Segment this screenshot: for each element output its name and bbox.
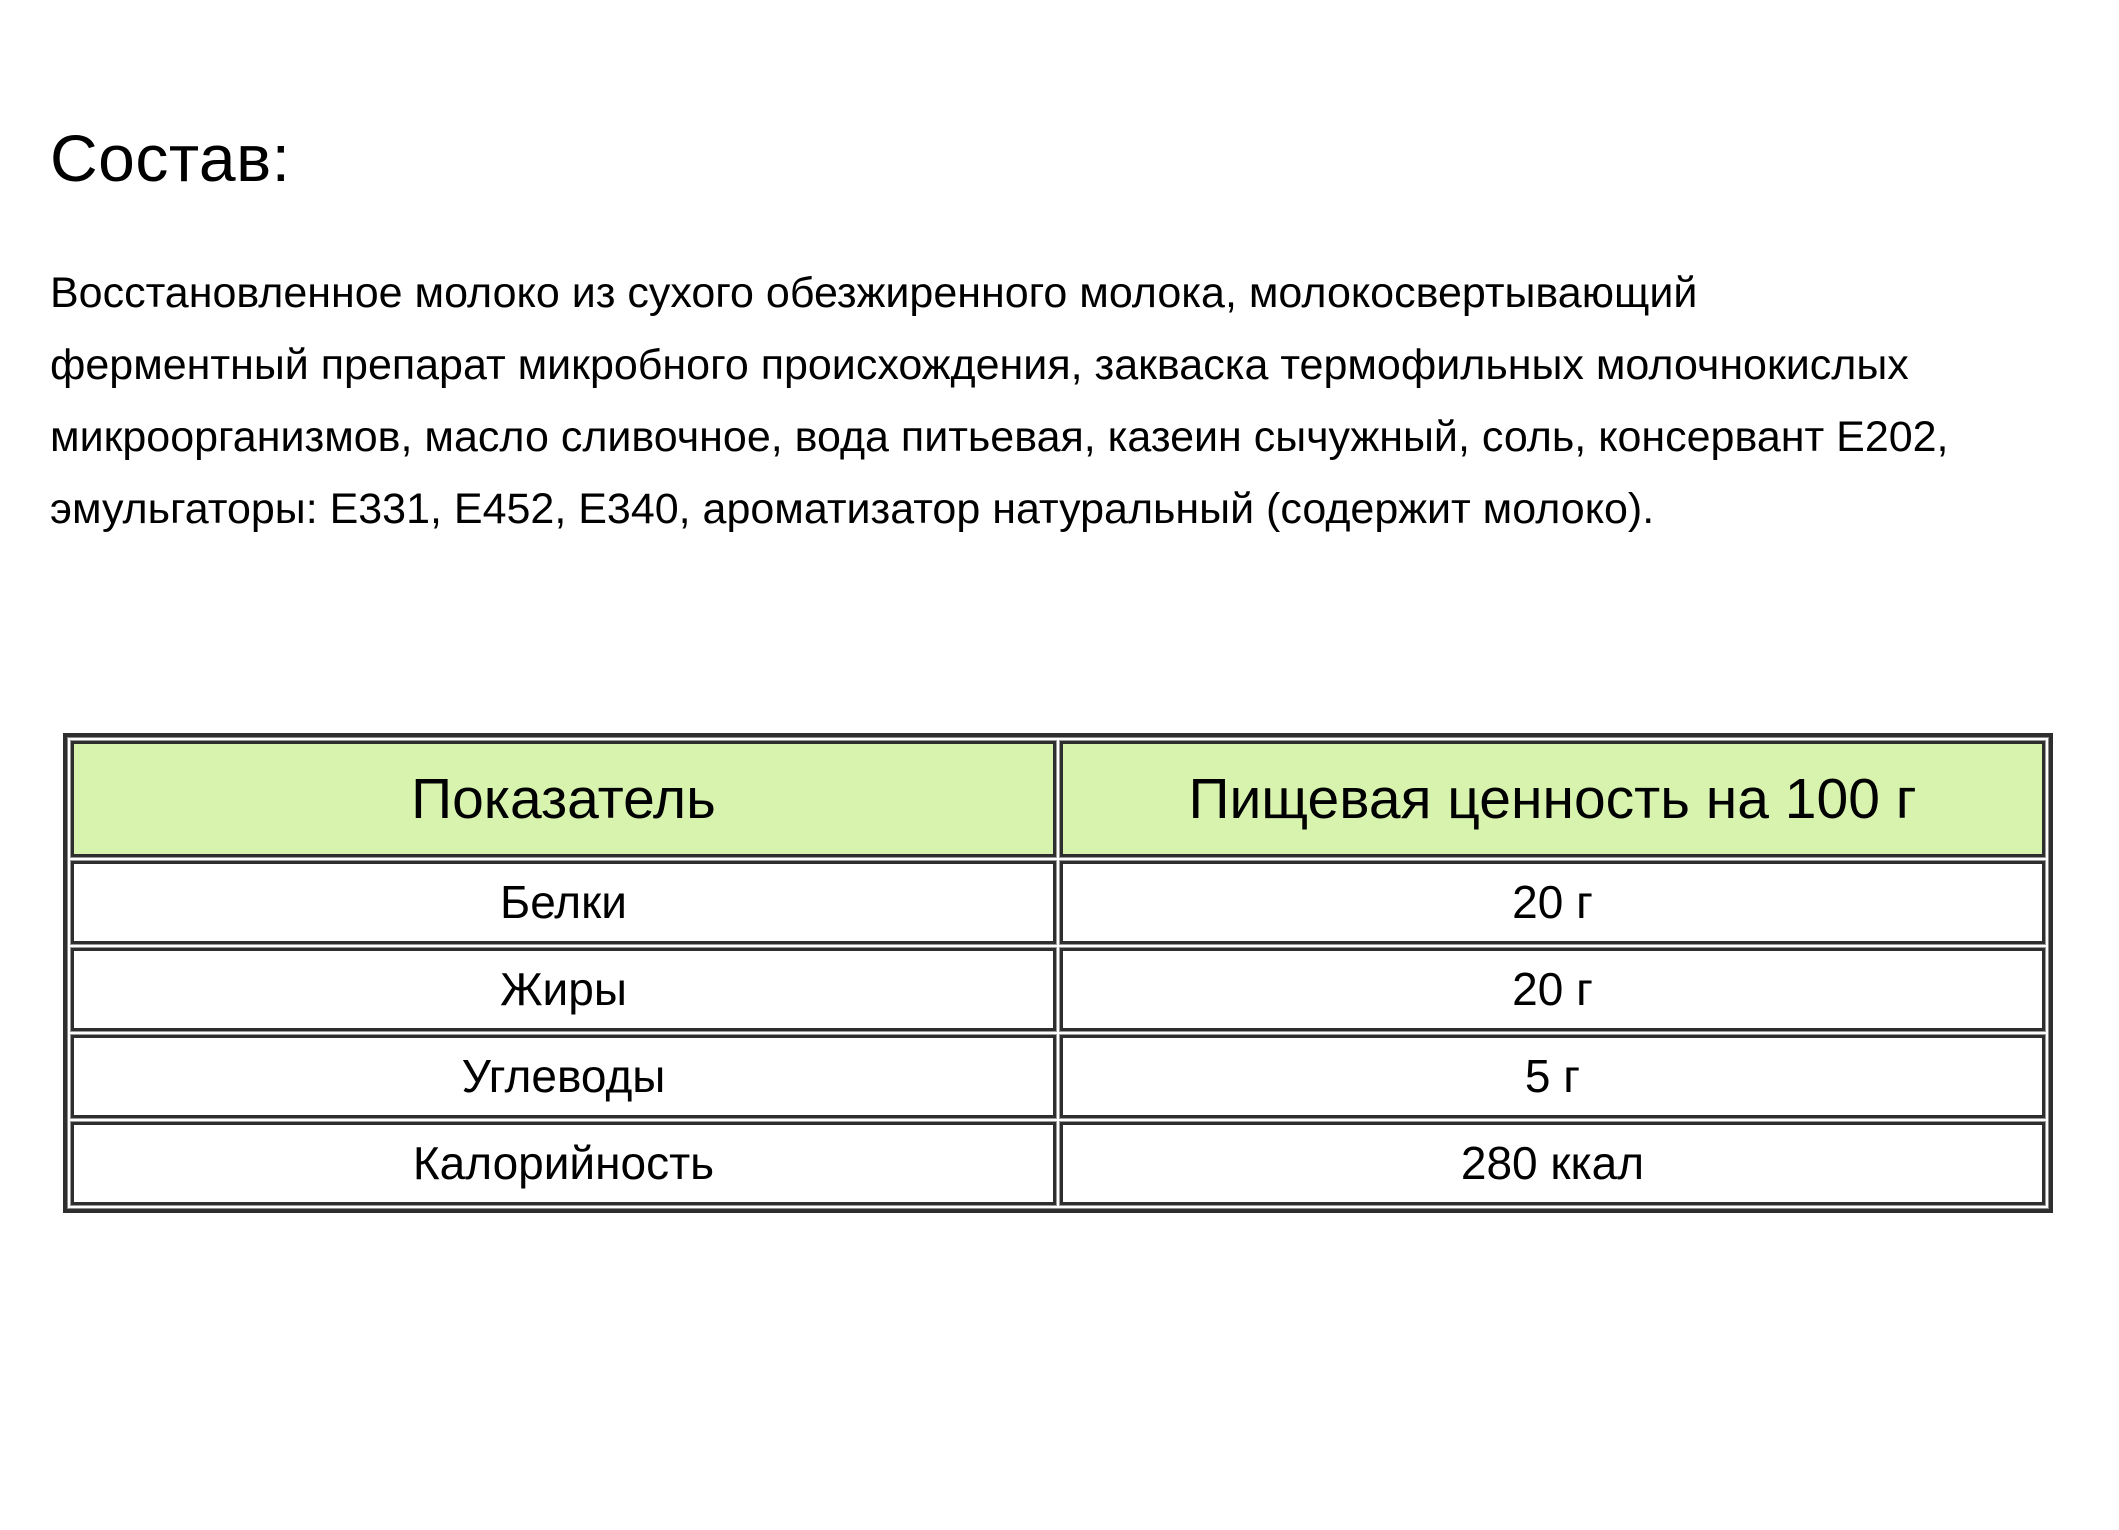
nutrition-table-head: Показатель Пищевая ценность на 100 г	[71, 740, 2045, 857]
header-row: Показатель Пищевая ценность на 100 г	[71, 740, 2045, 857]
page-title: Состав:	[50, 121, 291, 195]
row-value-proteins: 20 г	[1060, 860, 2045, 944]
row-label-fats: Жиры	[71, 947, 1056, 1031]
row-label-carbohydrates: Углеводы	[71, 1034, 1056, 1118]
table-row: Углеводы 5 г	[71, 1034, 2045, 1118]
table-row: Белки 20 г	[71, 860, 2045, 944]
row-label-proteins: Белки	[71, 860, 1056, 944]
row-label-calories: Калорийность	[71, 1121, 1056, 1205]
row-value-calories: 280 ккал	[1060, 1121, 2045, 1205]
nutrition-table: Показатель Пищевая ценность на 100 г Бел…	[63, 732, 2053, 1213]
header-cell-nutritional-value: Пищевая ценность на 100 г	[1060, 740, 2045, 857]
table-row: Калорийность 280 ккал	[71, 1121, 2045, 1205]
table-row: Жиры 20 г	[71, 947, 2045, 1031]
content-area: Состав: Восстановленное молоко из сухого…	[50, 121, 2053, 1213]
row-value-fats: 20 г	[1060, 947, 2045, 1031]
nutrition-table-body: Белки 20 г Жиры 20 г Углеводы 5 г Калори…	[71, 860, 2045, 1205]
row-value-carbohydrates: 5 г	[1060, 1034, 2045, 1118]
header-cell-indicator: Показатель	[71, 740, 1056, 857]
ingredients-paragraph: Восстановленное молоко из сухого обезжир…	[50, 268, 1949, 533]
